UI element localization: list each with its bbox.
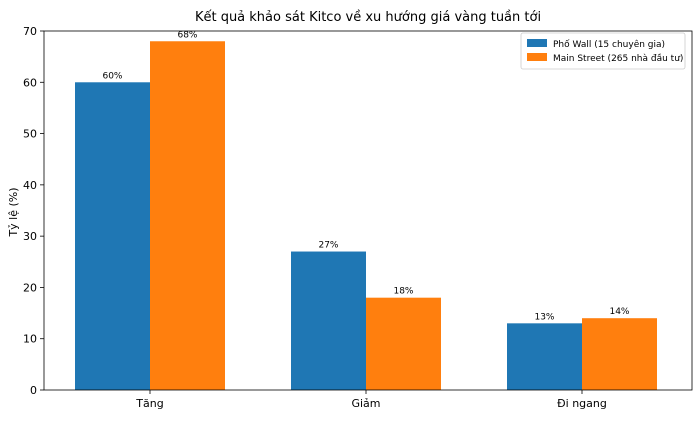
data-label: 27% <box>318 241 338 251</box>
y-tick-label: 10 <box>23 333 37 346</box>
y-tick-label: 50 <box>23 128 37 141</box>
bar <box>582 318 657 390</box>
bar <box>150 41 225 390</box>
y-tick-label: 70 <box>23 25 37 38</box>
data-label: 68% <box>177 30 197 40</box>
x-tick-label: Đi ngang <box>557 397 607 410</box>
data-label: 14% <box>609 307 629 317</box>
data-label: 60% <box>102 71 122 81</box>
data-label: 18% <box>393 287 413 297</box>
legend-swatch <box>527 39 547 47</box>
plot-frame <box>43 30 693 391</box>
legend-entry: Main Street (265 nhà đầu tư) <box>553 53 683 64</box>
y-tick-label: 30 <box>23 230 37 243</box>
y-tick-label: 60 <box>23 76 37 89</box>
y-axis-label: Tỷ lệ (%) <box>7 187 20 237</box>
y-tick-label: 0 <box>30 384 37 397</box>
chart-title: Kết quả khảo sát Kitco về xu hướng giá v… <box>195 10 541 25</box>
bar <box>75 82 150 391</box>
plot-area: 0 10 20 30 40 50 60 70 60% 68% Tăng 27% 18% Giảm 13% 14… <box>23 25 693 410</box>
y-tick-label: 40 <box>23 179 37 192</box>
bar <box>366 297 441 390</box>
x-tick-label: Tăng <box>135 397 163 410</box>
x-tick-label: Giảm <box>351 397 380 410</box>
legend: Phố Wall (15 chuyên gia) Main Street (265… <box>520 32 686 70</box>
legend-box <box>520 32 686 70</box>
y-tick-label: 20 <box>23 281 37 294</box>
bar <box>291 251 366 390</box>
data-label: 13% <box>534 312 554 322</box>
bar <box>507 323 582 390</box>
legend-swatch <box>527 53 547 61</box>
legend-entry: Phố Wall (15 chuyên gia) <box>553 39 665 50</box>
